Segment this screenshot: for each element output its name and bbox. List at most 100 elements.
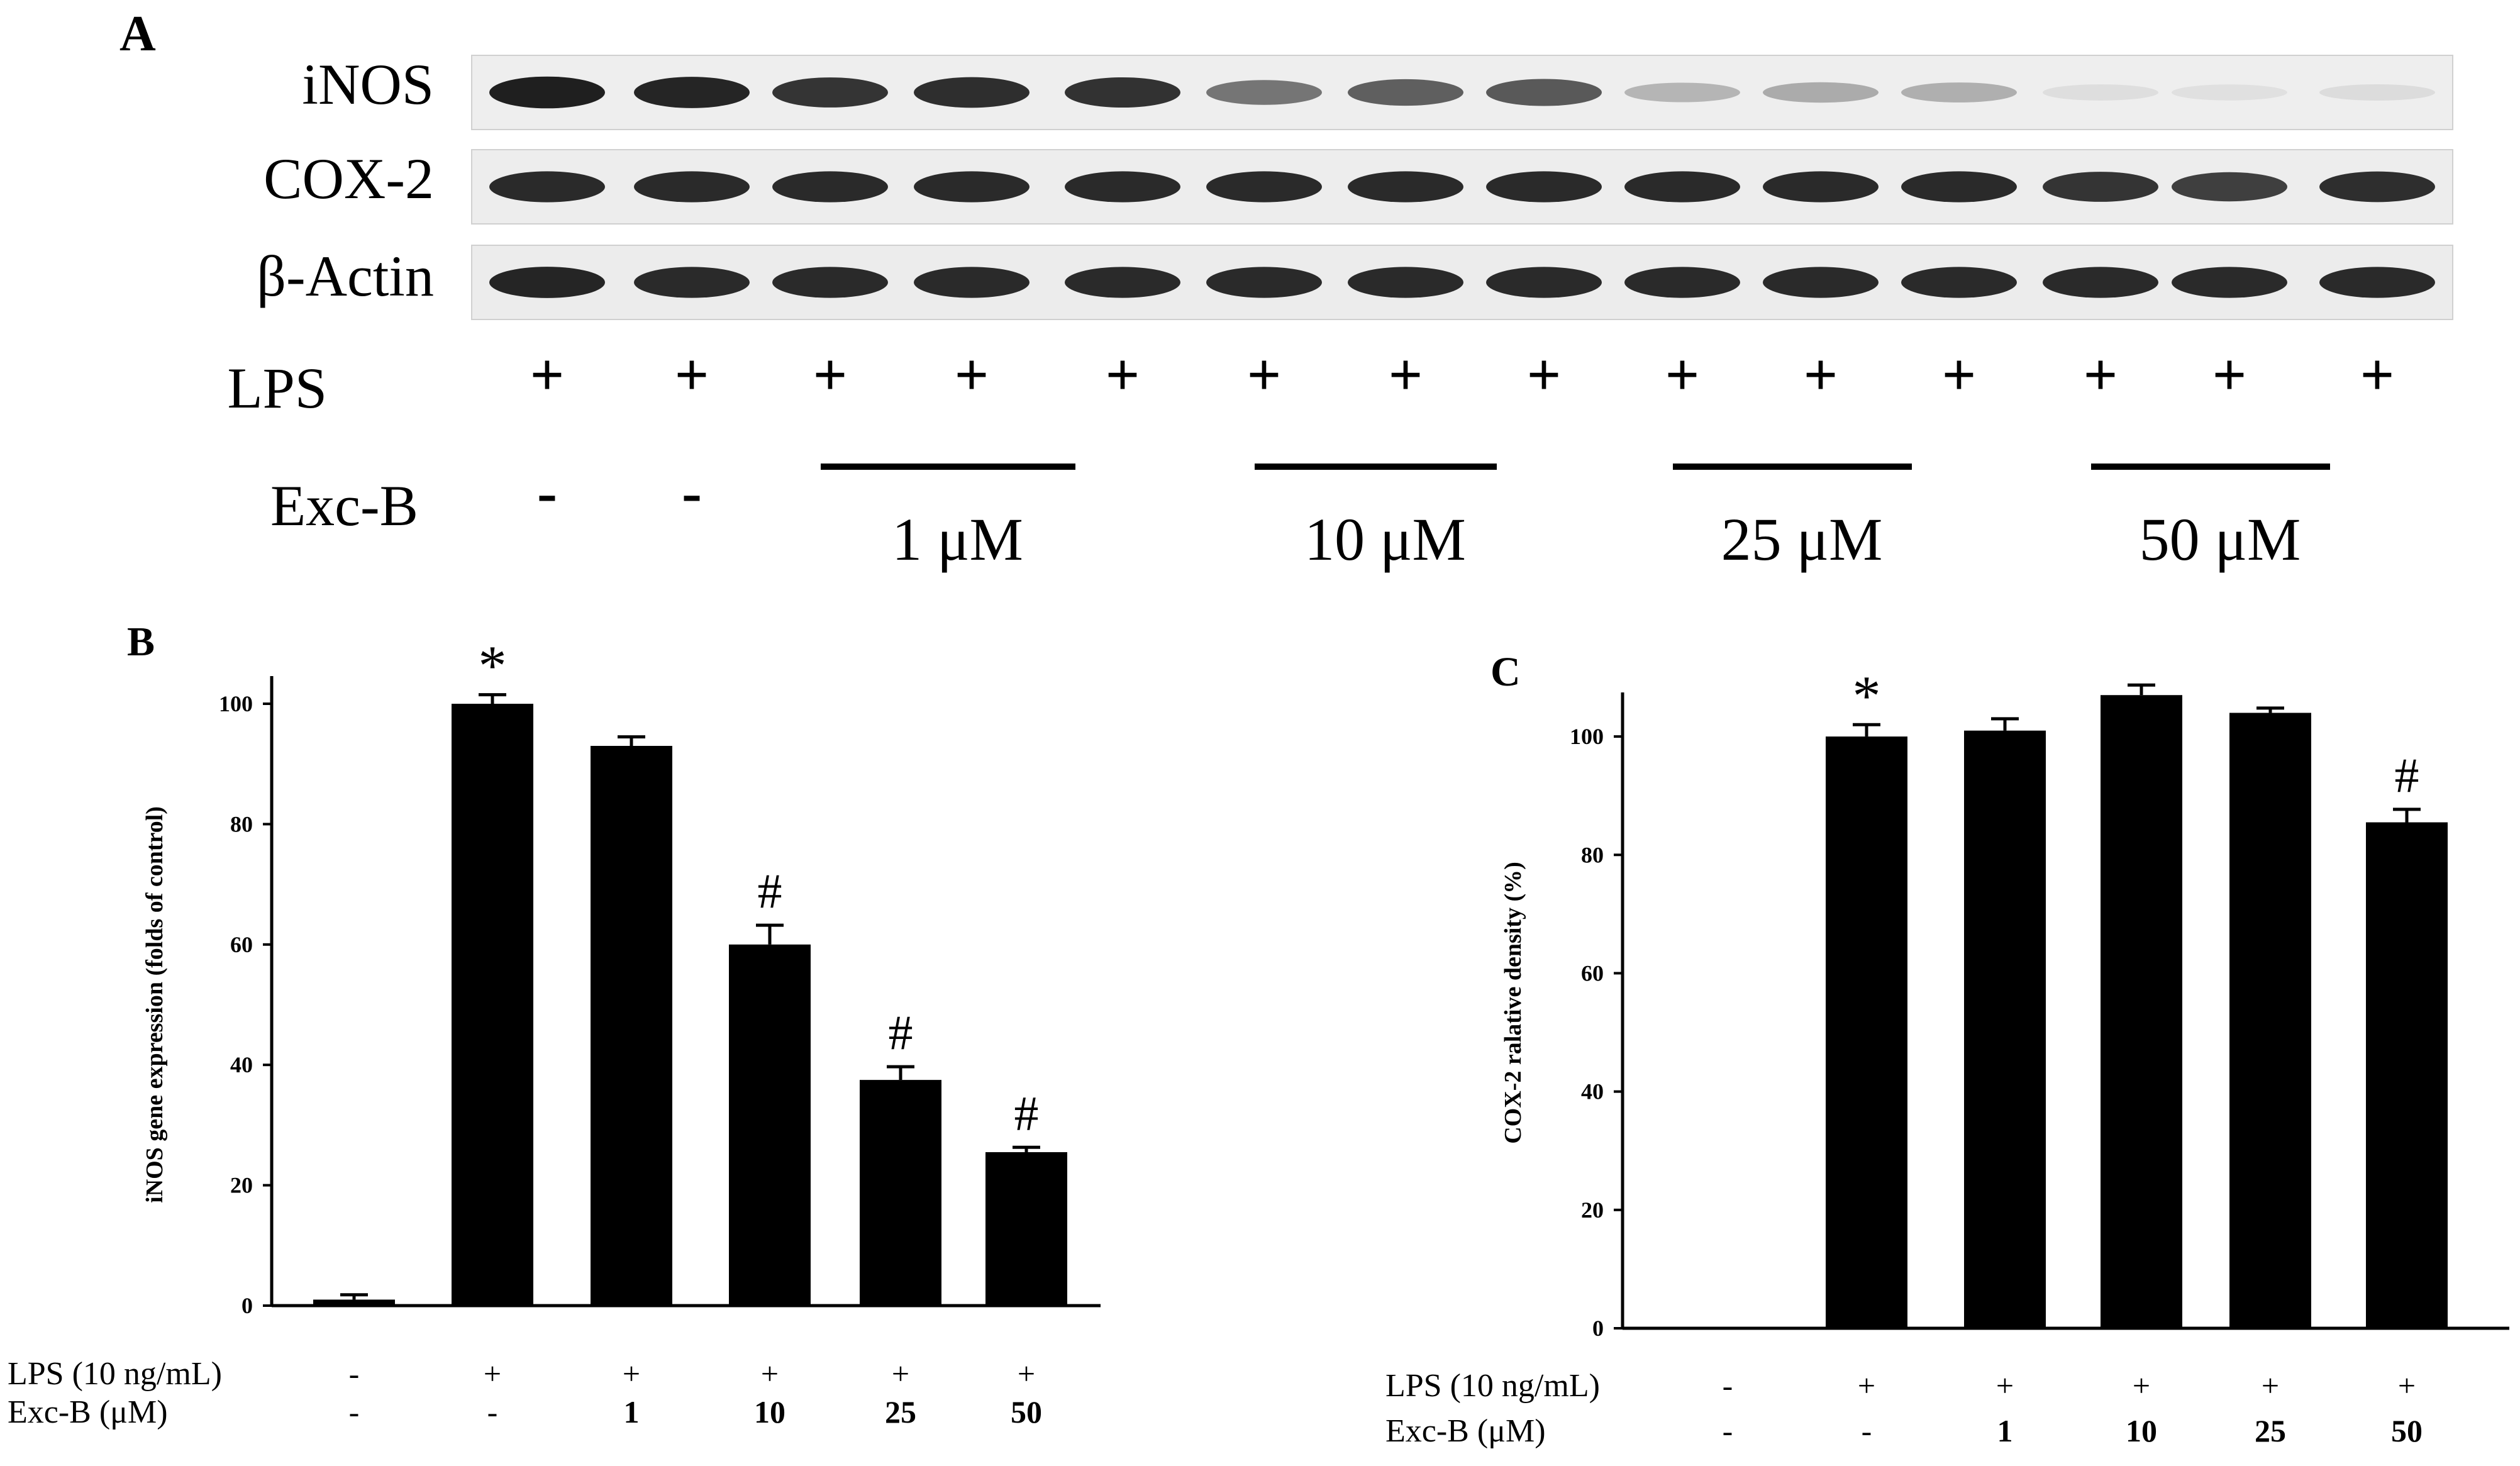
blot-band-row2-lane9	[1624, 171, 1740, 203]
blot-band-row2-lane12	[2043, 172, 2158, 202]
lps-value: +	[2398, 1368, 2416, 1403]
y-tick-label: 20	[230, 1173, 253, 1198]
panel-c-letter: C	[1490, 649, 1521, 695]
blot-band-row2-lane6	[1206, 171, 1322, 203]
blot-band-row3-lane11	[1901, 267, 2017, 298]
blot-band-row3-lane2	[634, 267, 750, 298]
panel-b-letter: B	[127, 619, 155, 665]
blot-band-row2-lane3	[772, 171, 888, 203]
blot-band-row1-lane1	[489, 76, 605, 109]
significance-hash: #	[1014, 1086, 1039, 1140]
chart-b: 0 20 40 60 80 100 iNOS gene expression (folds …	[8, 635, 1101, 1430]
lps-row-label: LPS	[227, 356, 327, 420]
exc-value: -	[487, 1394, 498, 1430]
blot-band-row1-lane12	[2043, 84, 2158, 101]
dose-group-label: 10 μM	[1304, 506, 1466, 573]
y-tick-label: 100	[219, 691, 253, 716]
exc-value: 25	[885, 1394, 916, 1430]
lps-value: +	[1858, 1368, 1875, 1403]
lps-marks: + + + + + + + + + + + + + +	[530, 341, 2395, 408]
blot-band-row3-lane5	[1065, 267, 1180, 298]
blot-band-row1-lane9	[1624, 82, 1740, 103]
lps-mark: +	[1389, 341, 1423, 408]
exc-value: 1	[1997, 1413, 2013, 1448]
exc-value: -	[1862, 1413, 1872, 1448]
y-tick-label: 40	[230, 1052, 253, 1077]
y-axis-label: iNOS gene expression (folds of control)	[142, 806, 168, 1203]
blot-band-row3-lane4	[914, 267, 1030, 298]
significance-star: *	[1853, 665, 1881, 727]
lps-mark: +	[2212, 341, 2247, 408]
bar	[313, 1299, 395, 1306]
lps-value: +	[1996, 1368, 2014, 1403]
exc-marks: --	[537, 458, 702, 526]
y-tick-label: 60	[1581, 960, 1604, 986]
blot-band-row2-lane1	[489, 171, 605, 203]
exc-row-label: Exc-B (μM)	[1385, 1413, 1546, 1449]
significance-star: *	[479, 635, 507, 697]
lps-mark: +	[675, 341, 709, 408]
blot-band-row1-lane5	[1065, 77, 1180, 108]
bar	[1826, 736, 1907, 1328]
lps-row-label: LPS (10 ng/mL)	[1385, 1368, 1600, 1404]
blot-label-actin: β-Actin	[257, 244, 434, 308]
lps-value: -	[1723, 1368, 1733, 1403]
blot-band-row2-lane5	[1065, 171, 1180, 203]
lps-mark: +	[1106, 341, 1140, 408]
lps-value: +	[484, 1356, 501, 1391]
bar	[729, 944, 811, 1306]
dose-group-label: 50 μM	[2140, 506, 2301, 573]
chart-c: 0 20 40 60 80 100 COX-2 ralative density (%) - -…	[1385, 665, 2509, 1449]
y-axis-label: COX-2 ralative density (%)	[1500, 862, 1526, 1144]
exc-row-label: Exc-B (μM)	[8, 1394, 168, 1430]
blot-bands	[489, 76, 2435, 298]
blot-band-row2-lane7	[1348, 171, 1463, 203]
bar	[452, 704, 533, 1306]
y-tick-label: 80	[1581, 842, 1604, 867]
blot-label-inos: iNOS	[302, 52, 434, 116]
blot-band-row3-lane1	[489, 267, 605, 298]
y-tick-label: 0	[1592, 1316, 1604, 1341]
panel-a: A iNOS COX-2 β-Actin LPS + + + + + + + + + + + + + + …	[119, 6, 2453, 573]
lps-mark: +	[2360, 341, 2395, 408]
y-tick-label: 20	[1581, 1197, 1604, 1223]
lps-mark: +	[2084, 341, 2118, 408]
panel-b: B 0 20 40 60 80 100 iNOS gene expression (fold…	[8, 619, 1101, 1430]
exc-value: 25	[2255, 1413, 2286, 1448]
blot-band-row1-lane14	[2319, 84, 2435, 101]
bar	[1964, 730, 2046, 1328]
dose-groups: 1 μM 10 μM 25 μM 50 μM	[821, 464, 2330, 573]
lps-value: -	[349, 1356, 360, 1391]
bar	[2366, 822, 2448, 1328]
bar	[985, 1152, 1067, 1306]
dose-group-label: 1 μM	[892, 506, 1023, 573]
significance-hash: #	[2395, 748, 2419, 802]
lps-mark: +	[955, 341, 989, 408]
bar	[860, 1080, 941, 1306]
blot-band-row1-lane2	[634, 77, 750, 108]
lps-value: +	[761, 1356, 779, 1391]
blot-band-row2-lane10	[1763, 171, 1879, 203]
panel-a-letter: A	[119, 6, 156, 62]
exc-value: 50	[2391, 1413, 2423, 1448]
exc-row-label: Exc-B	[270, 474, 418, 538]
bar	[591, 745, 672, 1306]
blot-band-row1-lane7	[1348, 79, 1463, 106]
lps-mark: +	[1942, 341, 1977, 408]
lps-mark: +	[813, 341, 848, 408]
lps-value: +	[623, 1356, 640, 1391]
lps-value: +	[1018, 1356, 1035, 1391]
blot-band-row1-lane6	[1206, 80, 1322, 105]
blot-label-cox2: COX-2	[264, 147, 434, 211]
blot-band-row2-lane8	[1486, 171, 1602, 203]
blot-band-row3-lane8	[1486, 267, 1602, 298]
exc-value: 50	[1011, 1394, 1042, 1430]
blot-band-row1-lane10	[1763, 82, 1879, 103]
bar	[2101, 695, 2182, 1328]
blot-band-row2-lane13	[2172, 172, 2287, 202]
lps-mark: +	[1665, 341, 1700, 408]
blot-band-row3-lane13	[2172, 267, 2287, 298]
blot-band-row1-lane4	[914, 77, 1030, 108]
